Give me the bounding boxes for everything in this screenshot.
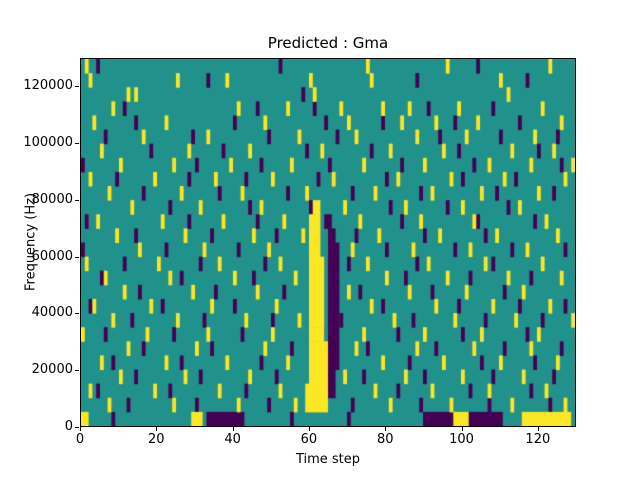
x-tick-mark bbox=[156, 427, 158, 431]
y-tick-label: 20000 bbox=[31, 362, 73, 378]
y-tick-mark bbox=[75, 427, 79, 428]
x-tick-mark bbox=[308, 427, 310, 431]
x-tick-mark bbox=[461, 427, 463, 431]
plot-area bbox=[80, 58, 576, 427]
x-tick-label: 20 bbox=[148, 432, 165, 447]
x-axis-label: Time step bbox=[295, 452, 361, 467]
y-axis-label: Frequency (Hz) bbox=[23, 192, 39, 292]
x-tick-mark bbox=[385, 427, 387, 431]
y-tick-label: 0 bbox=[64, 419, 73, 434]
y-tick-mark bbox=[75, 199, 79, 201]
y-tick-label: 60000 bbox=[31, 248, 73, 264]
y-tick-mark bbox=[75, 256, 79, 258]
x-tick-mark bbox=[80, 427, 81, 431]
y-tick-label: 100000 bbox=[23, 135, 73, 151]
y-tick-label: 40000 bbox=[31, 305, 73, 321]
x-tick-label: 100 bbox=[449, 432, 474, 447]
heatmap-canvas bbox=[81, 59, 575, 426]
chart-title: Predicted : Gma bbox=[267, 34, 389, 52]
x-tick-label: 0 bbox=[75, 432, 85, 447]
x-tick-label: 80 bbox=[376, 432, 394, 447]
y-tick-label: 120000 bbox=[23, 78, 73, 94]
y-tick-mark bbox=[75, 313, 79, 315]
y-tick-mark bbox=[75, 370, 79, 372]
y-tick-mark bbox=[75, 143, 79, 145]
y-tick-label: 80000 bbox=[31, 191, 73, 207]
x-tick-label: 60 bbox=[300, 432, 318, 447]
x-tick-mark bbox=[537, 427, 539, 431]
x-tick-mark bbox=[232, 427, 234, 431]
x-tick-label: 120 bbox=[525, 432, 551, 447]
x-tick-label: 40 bbox=[224, 432, 241, 447]
y-tick-mark bbox=[75, 86, 79, 88]
